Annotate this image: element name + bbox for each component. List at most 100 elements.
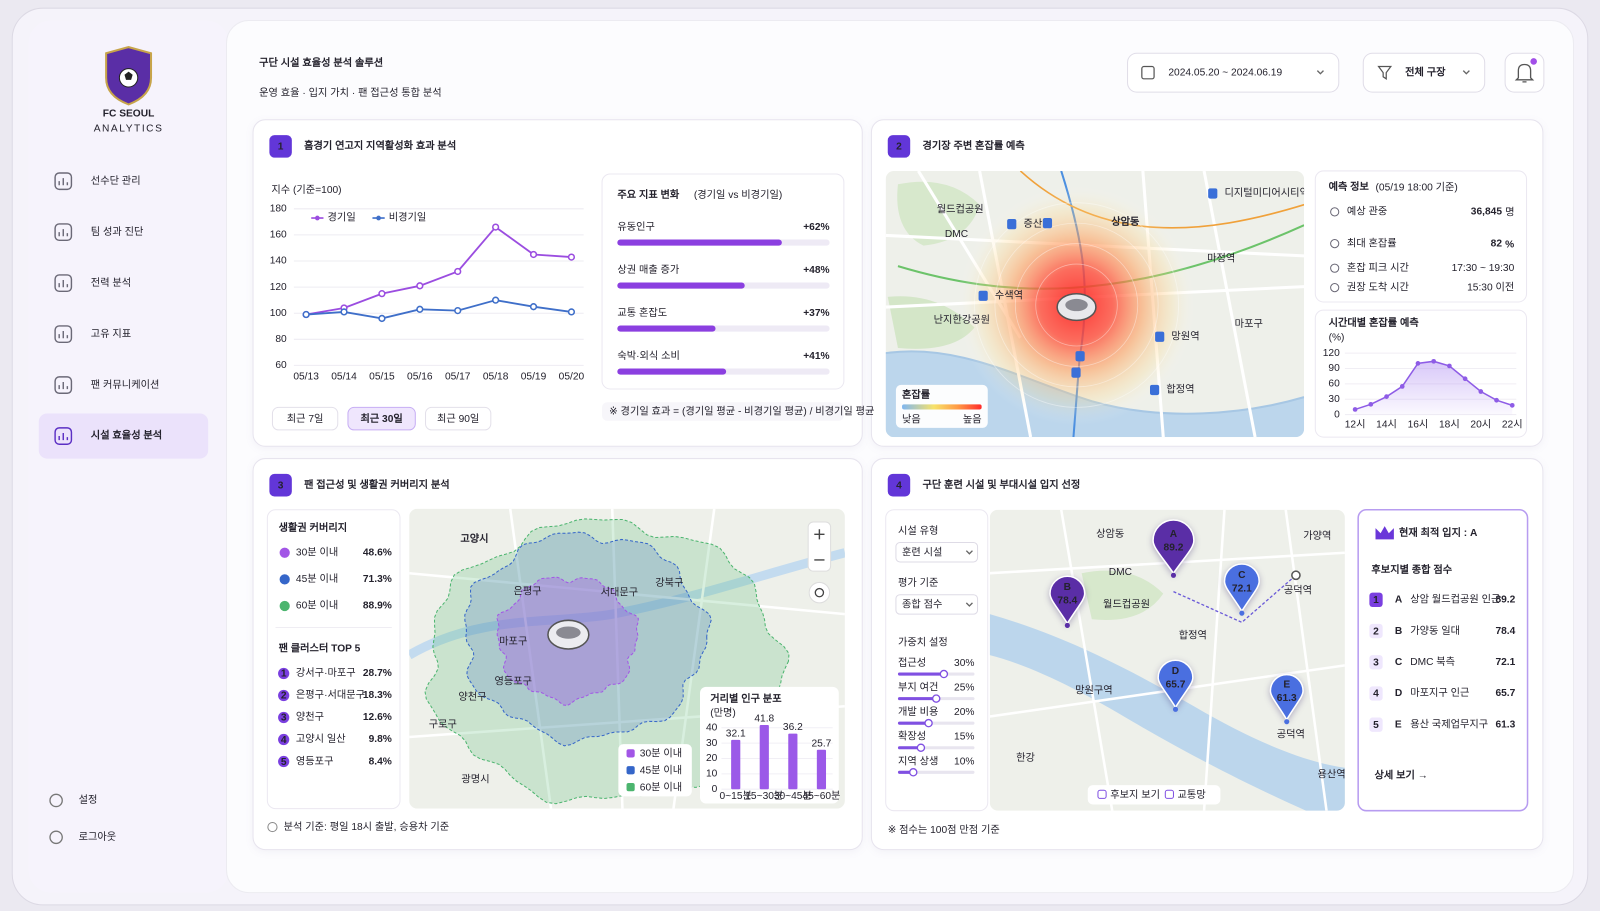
y-tick-label: 60: [275, 360, 287, 371]
nav-label[interactable]: 팀 성과 진단: [91, 226, 144, 238]
panel-title: 구단 훈련 시설 및 부대시설 입지 선정: [922, 478, 1080, 491]
toggle-checkbox[interactable]: [1097, 789, 1107, 799]
filter-select[interactable]: [1362, 52, 1486, 93]
toggle-checkbox[interactable]: [1164, 789, 1174, 799]
nav-item[interactable]: 팀 성과 진단: [54, 223, 144, 242]
detail-link[interactable]: 상세 보기 →: [1374, 769, 1427, 782]
rank-number: 3: [1373, 657, 1379, 668]
x-tick-label: 05/20: [559, 371, 585, 382]
info-title: 예측 정보: [1329, 180, 1370, 193]
footer-link[interactable]: 로그아웃: [79, 831, 117, 843]
slider-knob[interactable]: [909, 768, 918, 777]
select[interactable]: [895, 594, 979, 615]
nav-label[interactable]: 고유 지표: [91, 328, 131, 340]
station-icon: [1150, 384, 1160, 396]
nav-label[interactable]: 팬 커뮤니케이션: [91, 379, 160, 391]
legend-swatch: [626, 766, 635, 775]
range-button[interactable]: [425, 406, 492, 431]
range-button[interactable]: [347, 406, 416, 431]
locate-button[interactable]: [808, 581, 831, 604]
site-pin[interactable]: C 72.1: [1223, 563, 1260, 616]
map-label: 양천구: [458, 691, 486, 703]
nav-icon: [54, 274, 73, 293]
panel-badge: [887, 473, 911, 497]
logo-ball-panel: [124, 71, 133, 80]
controls-box: [885, 509, 989, 812]
y-tick-label: 140: [270, 256, 287, 267]
rank-id: D: [1395, 688, 1402, 699]
cluster-label: 강서구·마포구: [296, 667, 356, 679]
range-button[interactable]: [271, 406, 339, 431]
pin-shape: [1223, 563, 1260, 613]
site-pin[interactable]: A 89.2: [1152, 519, 1195, 578]
nav-label[interactable]: 전력 분석: [91, 277, 131, 289]
toggle-label[interactable]: 교통망: [1178, 789, 1207, 801]
legend-label: 경기일: [328, 211, 356, 224]
weight-label: 접근성: [898, 657, 926, 669]
nav-item[interactable]: 시설 효율성 분석: [38, 413, 209, 459]
slider-fill: [897, 746, 921, 750]
info-icon: [1330, 207, 1340, 217]
bar: [731, 739, 741, 790]
select[interactable]: [895, 541, 979, 563]
zoom-control[interactable]: [807, 521, 832, 572]
y-tick-label: 160: [270, 230, 287, 241]
y-tick-label: 30: [706, 738, 718, 749]
footer-link[interactable]: 설정: [79, 794, 98, 806]
nav-item[interactable]: 전력 분석: [54, 274, 131, 293]
data-point: [492, 223, 500, 231]
slider-knob[interactable]: [931, 694, 941, 703]
nav-label[interactable]: 선수단 관리: [91, 175, 141, 187]
map-label: 용산역: [1318, 769, 1346, 781]
toggle-label[interactable]: 후보지 보기: [1110, 789, 1160, 801]
nav-icon-detail: [58, 432, 69, 441]
pin-anchor: [1284, 719, 1290, 725]
panel-badge: [269, 135, 292, 158]
station-icon: [1155, 331, 1165, 342]
coverage-label: 30분 이내: [296, 546, 338, 558]
series-line: [305, 225, 572, 316]
site-pin[interactable]: E 61.3: [1269, 673, 1304, 725]
site-pin[interactable]: B 78.4: [1049, 575, 1086, 628]
indicator-value: +41%: [803, 351, 829, 362]
rank-score: 72.1: [1495, 657, 1515, 668]
info-icon: [1330, 263, 1340, 273]
panel-number: 1: [278, 142, 284, 153]
panel-title: 홈경기 연고지 지역활성화 효과 분석: [304, 139, 456, 152]
map-label: 마정역: [1207, 253, 1235, 265]
river: [409, 548, 845, 660]
data-point: [1447, 363, 1452, 369]
y-tick-label: 120: [270, 282, 287, 293]
stadium-field: [556, 626, 581, 639]
site-pin[interactable]: D 65.7: [1157, 659, 1194, 712]
rank-score: 89.2: [1495, 595, 1515, 606]
rank-badge: [1369, 686, 1383, 701]
date-picker[interactable]: [1127, 52, 1340, 93]
cluster-value: 18.3%: [363, 690, 392, 701]
info-icon: [267, 821, 278, 833]
rank-score: 78.4: [1495, 626, 1515, 637]
nav-item[interactable]: 팬 커뮤니케이션: [54, 376, 160, 394]
nav-label[interactable]: 시설 효율성 분석: [91, 429, 162, 442]
series-line: [306, 299, 572, 320]
pin-anchor: [1172, 706, 1179, 712]
info-value: 82: [1491, 238, 1503, 249]
nav-item[interactable]: 선수단 관리: [54, 172, 141, 191]
rank-id: E: [1395, 719, 1402, 730]
x-tick-label: 05/13: [293, 371, 319, 382]
cluster-rank-badge: [278, 711, 290, 724]
map-label: 디지털미디어시티역: [1224, 187, 1308, 199]
bell-button[interactable]: [1504, 52, 1545, 93]
data-point: [340, 308, 348, 316]
date-range: 2024.05.20 ~ 2024.06.19: [1168, 67, 1282, 78]
slider-knob[interactable]: [939, 669, 949, 679]
calendar-icon: [1141, 65, 1155, 80]
slider-knob[interactable]: [924, 718, 933, 728]
slider-knob[interactable]: [916, 743, 926, 752]
nav-item[interactable]: 고유 지표: [54, 325, 131, 344]
x-tick-label: 05/16: [407, 371, 433, 382]
coverage-box: [266, 509, 401, 810]
data-point: [454, 267, 462, 276]
pin-anchor: [1170, 572, 1177, 578]
